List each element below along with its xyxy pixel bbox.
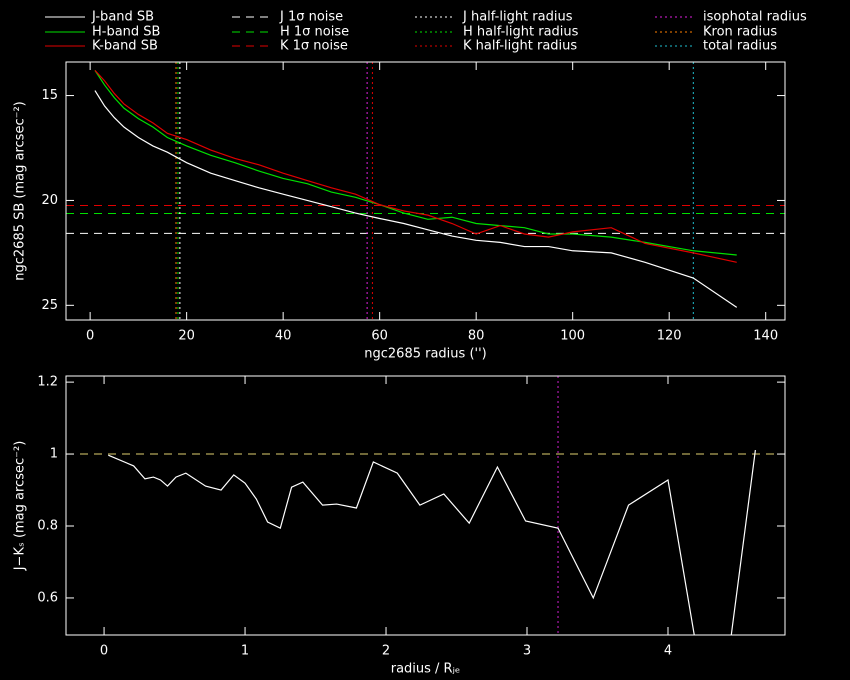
y-tick-label: 0.8 [37, 519, 58, 534]
legend-label: Kron radius [703, 25, 777, 40]
legend-label: H half-light radius [463, 25, 579, 40]
legend-label: J-band SB [91, 10, 154, 25]
series-line [94, 69, 737, 263]
series-line [94, 70, 737, 256]
legend-label: J half-light radius [462, 10, 573, 25]
x-tick-label: 140 [753, 329, 778, 344]
x-tick-label: 40 [275, 329, 292, 344]
x-tick-label: 0 [86, 329, 94, 344]
y-axis-label: J−Kₛ (mag arcsec⁻²) [13, 441, 28, 572]
x-axis-label: radius / Rⱼₑ [391, 662, 461, 677]
x-tick-label: 20 [178, 329, 195, 344]
frame [65, 375, 786, 636]
plot-area [66, 376, 785, 635]
legend-label: K half-light radius [463, 39, 577, 54]
x-tick-label: 3 [523, 644, 531, 659]
plot-area [66, 62, 785, 320]
x-tick-label: 60 [371, 329, 388, 344]
y-axis-label: ngc2685 SB (mag arcsec⁻²) [13, 101, 28, 280]
legend-label: K-band SB [92, 39, 158, 54]
x-tick-label: 1 [241, 644, 249, 659]
legend-label: total radius [703, 39, 777, 54]
x-axis-label: ngc2685 radius ('') [364, 347, 486, 362]
y-tick-label: 0.6 [37, 590, 58, 605]
x-tick-label: 120 [657, 329, 682, 344]
x-tick-label: 4 [664, 644, 672, 659]
y-tick-label: 15 [41, 88, 58, 103]
y-tick-label: 1.2 [37, 375, 58, 390]
x-tick-label: 2 [382, 644, 390, 659]
x-tick-label: 80 [468, 329, 485, 344]
legend-label: H 1σ noise [280, 25, 349, 40]
legend-label: isophotal radius [703, 10, 807, 25]
y-tick-label: 25 [41, 298, 58, 313]
legend-label: J 1σ noise [279, 10, 343, 25]
series-line [108, 450, 756, 635]
x-tick-label: 0 [100, 644, 108, 659]
legend-label: K 1σ noise [280, 39, 348, 54]
y-tick-label: 20 [41, 193, 58, 208]
y-tick-label: 1 [50, 447, 58, 462]
legend-label: H-band SB [92, 25, 160, 40]
series-line [94, 90, 738, 308]
frame [65, 61, 786, 321]
x-tick-label: 100 [560, 329, 585, 344]
